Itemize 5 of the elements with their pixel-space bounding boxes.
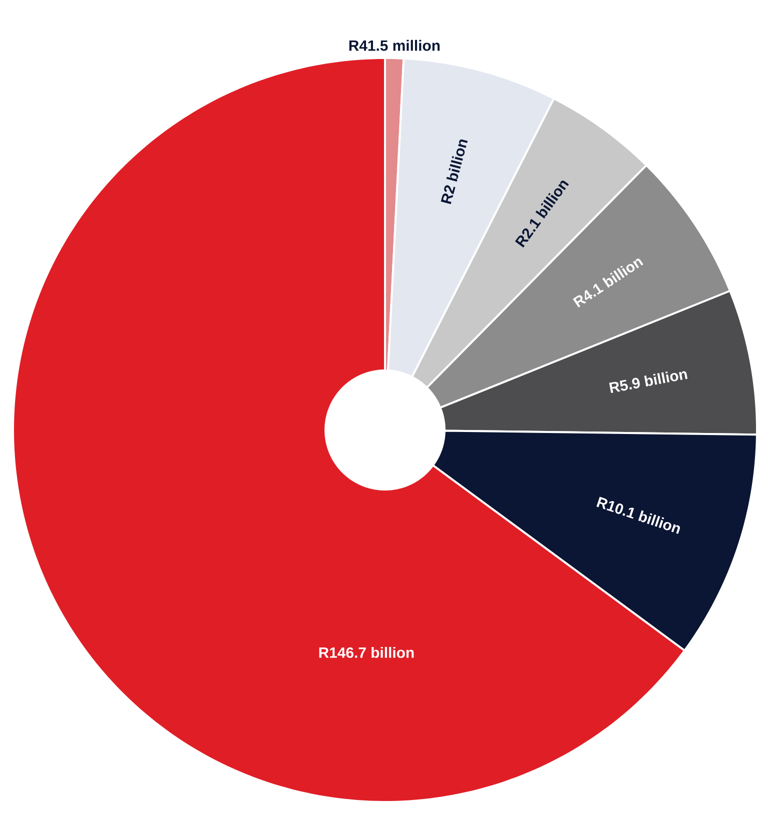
data-label: R41.5 million	[349, 40, 440, 51]
data-label: R5.9 billion	[609, 371, 688, 394]
data-label: R10.1 billion	[596, 496, 680, 534]
data-label: R2 billion	[440, 140, 468, 204]
data-label: R146.7 billion	[319, 646, 414, 658]
